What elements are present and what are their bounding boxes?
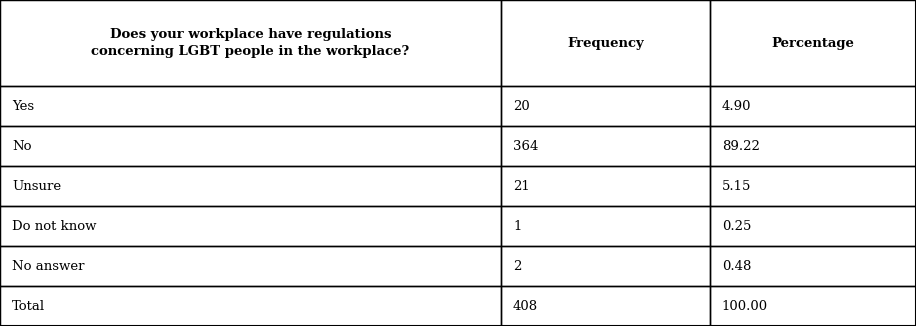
Text: Unsure: Unsure [12,180,61,193]
Text: Do not know: Do not know [12,220,96,233]
Bar [501,286,710,326]
Bar [710,246,916,286]
Text: 89.22: 89.22 [722,140,759,153]
Text: Percentage: Percentage [771,37,855,50]
Bar [710,126,916,166]
Bar [501,246,710,286]
Text: Total: Total [12,300,45,313]
Text: 1: 1 [513,220,521,233]
Bar [0,246,501,286]
Bar [0,0,501,86]
Bar [710,0,916,86]
Bar [501,86,710,126]
Text: No: No [12,140,31,153]
Bar [501,126,710,166]
Text: No answer: No answer [12,259,84,273]
Text: 2: 2 [513,259,521,273]
Text: Frequency: Frequency [567,37,644,50]
Text: Does your workplace have regulations
concerning LGBT people in the workplace?: Does your workplace have regulations con… [92,28,409,58]
Text: 408: 408 [513,300,538,313]
Text: 0.48: 0.48 [722,259,751,273]
Bar [0,126,501,166]
Bar [501,206,710,246]
Bar [710,166,916,206]
Text: 0.25: 0.25 [722,220,751,233]
Bar [710,206,916,246]
Text: Yes: Yes [12,100,34,113]
Bar [0,86,501,126]
Bar [0,286,501,326]
Bar [710,286,916,326]
Text: 5.15: 5.15 [722,180,751,193]
Text: 100.00: 100.00 [722,300,768,313]
Text: 4.90: 4.90 [722,100,751,113]
Bar [0,166,501,206]
Bar [501,166,710,206]
Bar [0,206,501,246]
Text: 21: 21 [513,180,529,193]
Bar [710,86,916,126]
Bar [501,0,710,86]
Text: 364: 364 [513,140,539,153]
Text: 20: 20 [513,100,529,113]
